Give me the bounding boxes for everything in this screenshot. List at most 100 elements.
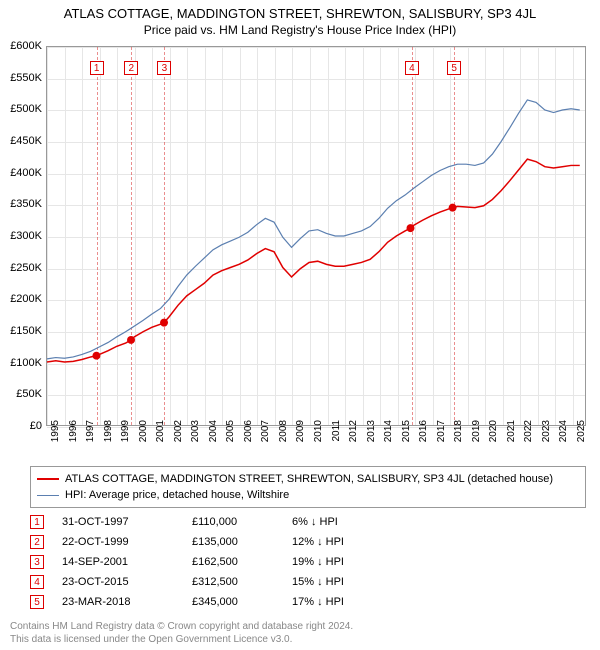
sales-row-pct: 6% ↓ HPI <box>292 516 412 528</box>
x-axis-tick-label: 2011 <box>331 420 342 460</box>
footer-line-1: Contains HM Land Registry data © Crown c… <box>10 620 353 633</box>
sales-table-row: 3 14-SEP-2001£162,50019% ↓ HPI <box>30 552 586 572</box>
sales-row-price: £162,500 <box>192 556 292 568</box>
sales-row-index-box: 1 <box>30 515 44 529</box>
chart-svg <box>47 47 585 425</box>
sales-row-pct-value: 15% <box>292 576 314 588</box>
legend: ATLAS COTTAGE, MADDINGTON STREET, SHREWT… <box>30 466 586 508</box>
sales-table-row: 1 31-OCT-1997£110,0006% ↓ HPI <box>30 512 586 532</box>
sales-row-date: 22-OCT-1999 <box>62 536 192 548</box>
y-axis-tick-label: £150K <box>0 325 42 337</box>
legend-swatch <box>37 478 59 480</box>
sale-marker-dot <box>92 352 100 360</box>
x-axis-tick-label: 2021 <box>506 420 517 460</box>
sales-row-hpi-indicator: ↓ HPI <box>311 516 338 528</box>
y-axis-tick-label: £450K <box>0 135 42 147</box>
x-axis-tick-label: 2007 <box>260 420 271 460</box>
sales-row-hpi-indicator: ↓ HPI <box>317 556 344 568</box>
sales-row-index-box: 4 <box>30 575 44 589</box>
sales-row-pct-value: 12% <box>292 536 314 548</box>
sales-row-index-box: 3 <box>30 555 44 569</box>
y-axis-tick-label: £0 <box>0 420 42 432</box>
x-axis-tick-label: 2002 <box>173 420 184 460</box>
x-axis-tick-label: 2017 <box>436 420 447 460</box>
x-axis-tick-label: 2006 <box>243 420 254 460</box>
y-axis-tick-label: £100K <box>0 357 42 369</box>
x-axis-tick-label: 2005 <box>225 420 236 460</box>
x-axis-tick-label: 1997 <box>85 420 96 460</box>
sales-row-date: 31-OCT-1997 <box>62 516 192 528</box>
x-axis-tick-label: 1998 <box>103 420 114 460</box>
sale-marker-dot <box>407 224 415 232</box>
sales-table-row: 4 23-OCT-2015£312,50015% ↓ HPI <box>30 572 586 592</box>
x-axis-tick-label: 1995 <box>50 420 61 460</box>
x-axis-tick-label: 2020 <box>488 420 499 460</box>
footer-line-2: This data is licensed under the Open Gov… <box>10 633 353 646</box>
sales-row-pct-value: 6% <box>292 516 308 528</box>
x-axis-tick-label: 2013 <box>366 420 377 460</box>
legend-label: ATLAS COTTAGE, MADDINGTON STREET, SHREWT… <box>65 471 553 487</box>
sales-row-pct-value: 17% <box>292 596 314 608</box>
footer-attribution: Contains HM Land Registry data © Crown c… <box>10 620 353 646</box>
x-axis-tick-label: 2015 <box>401 420 412 460</box>
sales-row-price: £345,000 <box>192 596 292 608</box>
sale-marker-dot <box>160 319 168 327</box>
chart-subtitle: Price paid vs. HM Land Registry's House … <box>0 21 600 41</box>
y-axis-tick-label: £550K <box>0 72 42 84</box>
chart-title: ATLAS COTTAGE, MADDINGTON STREET, SHREWT… <box>0 0 600 21</box>
y-axis-tick-label: £500K <box>0 103 42 115</box>
sales-row-price: £312,500 <box>192 576 292 588</box>
y-axis-tick-label: £400K <box>0 167 42 179</box>
legend-label: HPI: Average price, detached house, Wilt… <box>65 487 289 503</box>
sales-row-pct: 15% ↓ HPI <box>292 576 412 588</box>
sales-row-date: 14-SEP-2001 <box>62 556 192 568</box>
x-axis-tick-label: 2009 <box>295 420 306 460</box>
y-axis-tick-label: £600K <box>0 40 42 52</box>
x-axis-tick-label: 2024 <box>558 420 569 460</box>
series-line-blue <box>47 100 580 359</box>
x-axis-tick-label: 2025 <box>576 420 587 460</box>
x-axis-tick-label: 2010 <box>313 420 324 460</box>
sales-table: 1 31-OCT-1997£110,0006% ↓ HPI 2 22-OCT-1999… <box>30 512 586 612</box>
x-axis-tick-label: 2016 <box>418 420 429 460</box>
x-axis-tick-label: 2022 <box>523 420 534 460</box>
sales-row-date: 23-OCT-2015 <box>62 576 192 588</box>
sales-table-row: 2 22-OCT-1999£135,00012% ↓ HPI <box>30 532 586 552</box>
sales-row-index-box: 2 <box>30 535 44 549</box>
y-axis-tick-label: £50K <box>0 388 42 400</box>
x-axis-tick-label: 1996 <box>68 420 79 460</box>
x-axis-tick-label: 2003 <box>190 420 201 460</box>
sales-row-index-box: 5 <box>30 595 44 609</box>
x-axis-tick-label: 2023 <box>541 420 552 460</box>
sales-row-pct: 12% ↓ HPI <box>292 536 412 548</box>
y-axis-tick-label: £350K <box>0 198 42 210</box>
x-axis-tick-label: 2012 <box>348 420 359 460</box>
sales-row-pct: 19% ↓ HPI <box>292 556 412 568</box>
x-axis-tick-label: 2008 <box>278 420 289 460</box>
y-axis-tick-label: £250K <box>0 262 42 274</box>
sale-marker-dot <box>127 336 135 344</box>
y-axis-tick-label: £200K <box>0 293 42 305</box>
x-axis-tick-label: 2018 <box>453 420 464 460</box>
x-axis-tick-label: 2001 <box>155 420 166 460</box>
sale-marker-dot <box>449 204 457 212</box>
x-axis-tick-label: 2019 <box>471 420 482 460</box>
sales-row-hpi-indicator: ↓ HPI <box>317 536 344 548</box>
legend-item: HPI: Average price, detached house, Wilt… <box>37 487 579 503</box>
sales-row-hpi-indicator: ↓ HPI <box>317 596 344 608</box>
x-axis-tick-label: 2004 <box>208 420 219 460</box>
sales-table-row: 5 23-MAR-2018£345,00017% ↓ HPI <box>30 592 586 612</box>
sales-row-pct: 17% ↓ HPI <box>292 596 412 608</box>
sales-row-hpi-indicator: ↓ HPI <box>317 576 344 588</box>
sales-row-date: 23-MAR-2018 <box>62 596 192 608</box>
sales-row-price: £135,000 <box>192 536 292 548</box>
legend-item: ATLAS COTTAGE, MADDINGTON STREET, SHREWT… <box>37 471 579 487</box>
sales-row-price: £110,000 <box>192 516 292 528</box>
x-axis-tick-label: 2000 <box>138 420 149 460</box>
x-axis-tick-label: 1999 <box>120 420 131 460</box>
legend-swatch <box>37 495 59 496</box>
sales-row-pct-value: 19% <box>292 556 314 568</box>
y-axis-tick-label: £300K <box>0 230 42 242</box>
chart-plot-area: 12345 <box>46 46 586 426</box>
x-axis-tick-label: 2014 <box>383 420 394 460</box>
